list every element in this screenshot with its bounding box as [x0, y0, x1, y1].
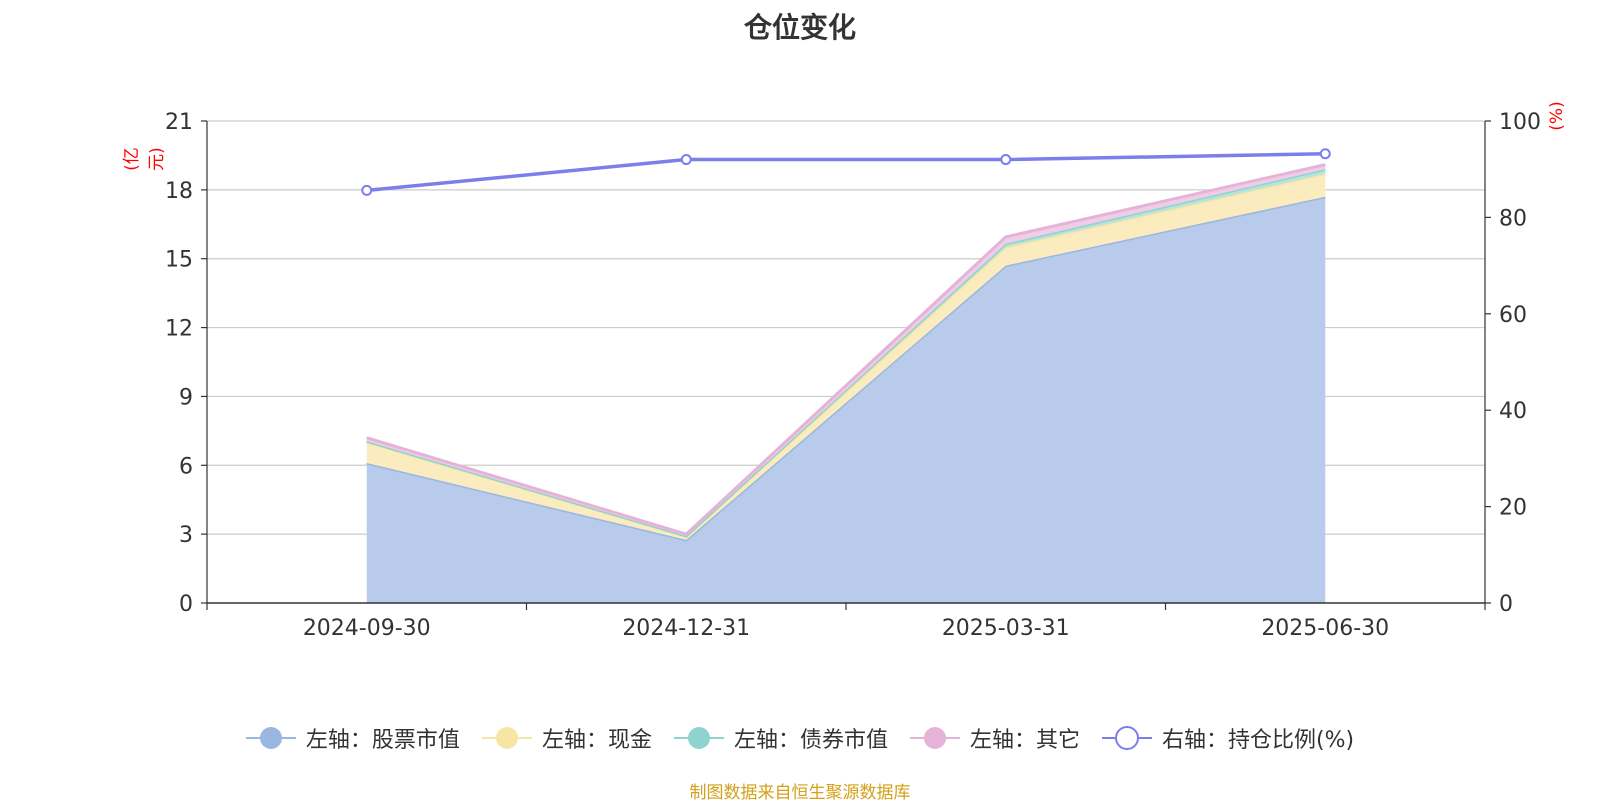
right-axis-tick-label: 40 — [1499, 399, 1527, 424]
right-axis-tick-label: 100 — [1499, 110, 1541, 135]
legend-item[interactable]: 左轴：股票市值 — [245, 722, 460, 754]
legend-marker-icon — [481, 727, 532, 749]
ratio-line — [366, 152, 1326, 193]
area-line-4 — [366, 163, 1326, 536]
legend-marker-icon — [673, 727, 724, 749]
data-source-note: 制图数据来自恒生聚源数据库 — [689, 783, 911, 803]
x-axis-tick-label: 2025-03-31 — [942, 616, 1070, 641]
x-axis-tick-label: 2025-06-30 — [1261, 616, 1389, 641]
right-axis-tick-label: 0 — [1499, 592, 1513, 617]
left-axis-tick-label: 9 — [179, 385, 193, 410]
area-2 — [366, 173, 1326, 540]
chart-legend: 左轴：股票市值 左轴：现金 左轴：债券市值 左轴：其它 右轴：持仓比例(%) — [0, 722, 1600, 754]
chart-title: 仓位变化 — [743, 11, 856, 44]
left-axis-tick-label: 3 — [179, 523, 193, 548]
legend-item[interactable]: 左轴：债券市值 — [673, 722, 888, 754]
left-axis-tick-label: 15 — [165, 248, 193, 273]
right-axis-tick-label: 80 — [1499, 206, 1527, 231]
legend-item[interactable]: 左轴：现金 — [481, 722, 652, 754]
left-axis-tick-label: 0 — [179, 592, 193, 617]
legend-label: 左轴：现金 — [541, 728, 652, 753]
left-axis-tick-label: 6 — [179, 454, 193, 479]
legend-marker-icon — [245, 727, 296, 749]
legend-label: 右轴：持仓比例(%) — [1161, 728, 1355, 753]
legend-item[interactable]: 右轴：持仓比例(%) — [1101, 722, 1355, 754]
legend-marker-icon — [909, 727, 960, 749]
ratio-point — [680, 154, 692, 166]
ratio-point — [361, 184, 373, 196]
legend-label: 左轴：其它 — [969, 728, 1080, 753]
area-1 — [366, 196, 1326, 603]
right-axis-tick-label: 20 — [1499, 496, 1527, 521]
x-axis-tick-label: 2024-12-31 — [622, 616, 750, 641]
left-axis-tick-label: 21 — [165, 110, 193, 135]
left-axis-tick-label: 18 — [165, 179, 193, 204]
legend-marker-icon — [1101, 726, 1152, 750]
legend-item[interactable]: 左轴：其它 — [909, 722, 1080, 754]
right-axis-tick-label: 60 — [1499, 303, 1527, 328]
legend-label: 左轴：债券市值 — [733, 728, 888, 753]
ratio-point — [1319, 148, 1331, 160]
ratio-point — [1000, 154, 1012, 166]
left-axis-tick-label: 12 — [165, 317, 193, 342]
x-axis-tick-label: 2024-09-30 — [303, 616, 431, 641]
legend-label: 左轴：股票市值 — [305, 728, 460, 753]
